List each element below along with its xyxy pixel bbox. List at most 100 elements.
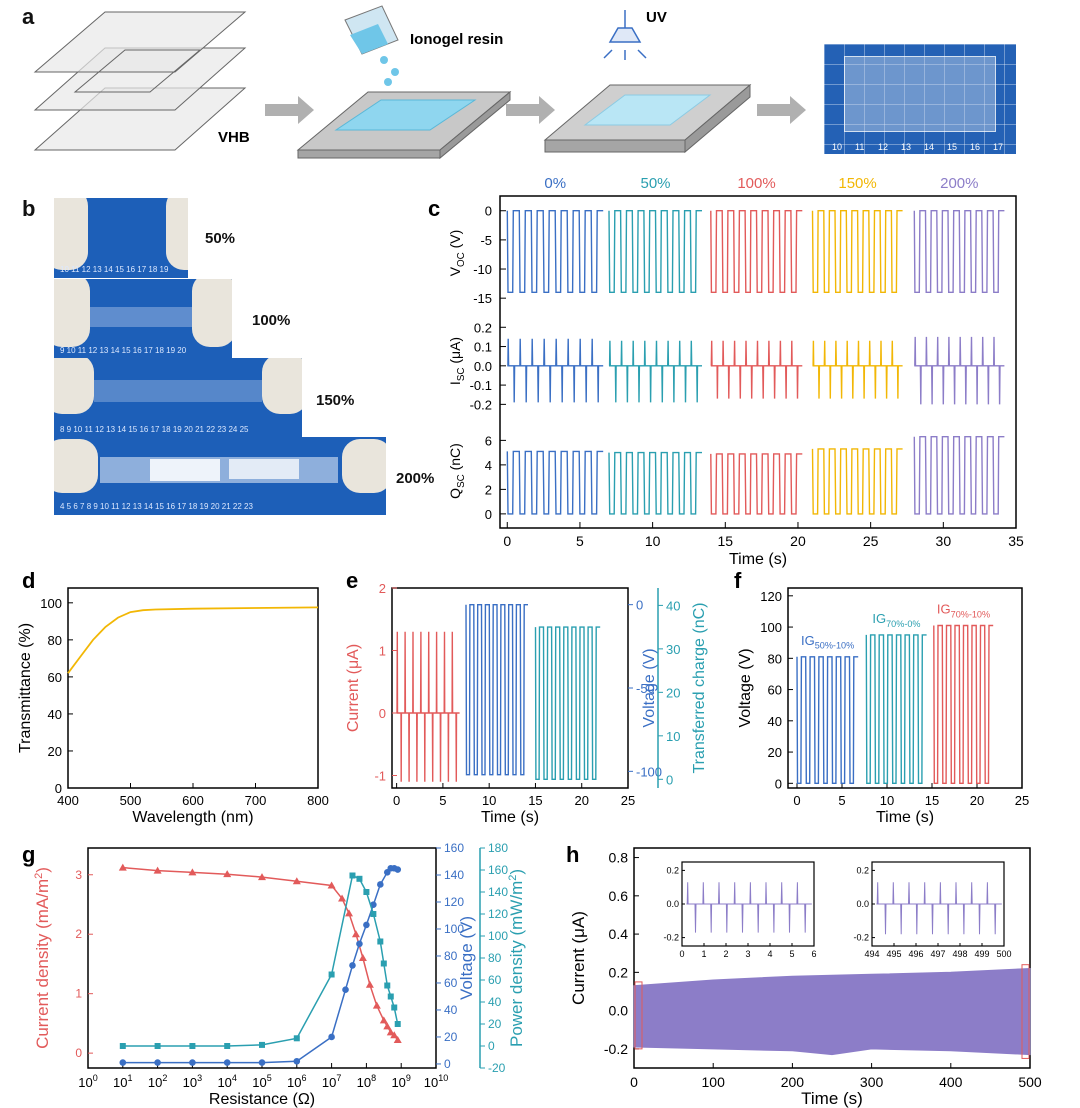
y-tick-label: 1: [379, 644, 386, 659]
panel-c-letter: c: [428, 196, 440, 221]
panel-f-chart: f 0 20 40 60 80 100 120 0 5 10 15 20 25 Time (s) Voltag…: [734, 568, 1029, 826]
y-tick-label: 100: [444, 922, 464, 936]
uv-label: UV: [646, 9, 667, 26]
x-tick-label: 15: [925, 793, 939, 808]
series-line: [710, 340, 803, 399]
data-point: [154, 1043, 161, 1049]
strain-label-150: 150%: [316, 392, 355, 409]
y-tick-label: 180: [488, 841, 508, 855]
y-tick-label: 100: [760, 620, 782, 635]
x-tick-label: 3: [745, 949, 750, 959]
y-tick-label: 20: [666, 685, 680, 700]
x-tick-label: 400: [57, 793, 79, 808]
series-line: [933, 624, 994, 784]
panel-b-letter: b: [22, 196, 36, 221]
panel-c-chart: c 0% 50% 100% 150% 200% 0 -5 -10 -15 VOC (V) 0.2 0.1…: [428, 175, 1024, 568]
x-tick-label: 700: [245, 793, 267, 808]
data-point: [224, 1043, 231, 1049]
y-tick-label: 0.8: [609, 850, 629, 866]
y-tick-label: 0.2: [609, 964, 629, 980]
y-tick-label: 0.6: [609, 888, 629, 904]
vhb-layers: [33, 11, 247, 151]
series-line: [811, 210, 903, 293]
x-tick-label: 10: [482, 793, 496, 808]
series-line: [534, 626, 601, 780]
x-tick-label: 102: [148, 1073, 167, 1090]
y-tick-label: 0.4: [609, 926, 629, 942]
x-tick-label: 0: [503, 533, 511, 549]
data-point: [363, 889, 370, 895]
y-tick-label: 120: [488, 907, 508, 921]
x-tick-label: 109: [391, 1073, 410, 1090]
x-tick-label: 100: [702, 1074, 726, 1090]
strain-header-label: 200%: [940, 175, 978, 192]
series-line: [608, 451, 702, 515]
x-tick-label: 1: [701, 949, 706, 959]
series-line: [913, 436, 1005, 515]
ruler-tick: 17: [993, 142, 1004, 152]
series-legend-label: IG50%-10%: [801, 633, 854, 651]
series-line: [506, 450, 604, 515]
ruler-tick: 16: [970, 142, 981, 152]
y-tick-label: 140: [444, 868, 464, 882]
x-tick-label: 500: [1018, 1074, 1042, 1090]
data-point: [259, 1041, 265, 1048]
data-point: [387, 993, 394, 1000]
panel-g-frame: [87, 847, 437, 1069]
panel-d-chart: d 0 20 40 60 80 100 400 500 600 700 800 Wavelength (…: [17, 568, 329, 826]
photo-ruler: 10 11 12 13 14 15 16 17: [832, 142, 1016, 152]
data-point: [327, 881, 336, 889]
inset-chart: 0.2 0.0 -0.20 1 2 3 4 5 6: [663, 861, 817, 959]
data-point: [188, 868, 197, 876]
y-axis-label: ISC (μA): [447, 337, 467, 385]
start-highlight-box: [634, 981, 643, 1050]
y-tick-label: -50: [636, 681, 655, 696]
y-tick-label: 20: [488, 1017, 502, 1031]
y-tick-label: 120: [760, 589, 782, 604]
data-point: [189, 1043, 196, 1049]
panel-h-frame: [633, 847, 1031, 1069]
y-tick-label: 60: [488, 973, 502, 987]
x-tick-label: 600: [182, 793, 204, 808]
x-tick-label: 15: [528, 793, 542, 808]
y-tick-label: 40: [488, 995, 502, 1009]
x-tick-label: 107: [322, 1073, 341, 1090]
data-point: [365, 980, 374, 988]
series-line: [913, 210, 1005, 293]
data-point: [390, 1031, 399, 1039]
strain-label-50: 50%: [205, 230, 236, 247]
data-point: [345, 909, 353, 917]
data-point: [293, 1035, 300, 1042]
strain-header-label: 150%: [838, 175, 876, 192]
y-tick-label: 2: [75, 927, 82, 941]
series-line: [710, 210, 803, 293]
x-tick-label: 108: [357, 1073, 376, 1090]
data-point: [393, 1036, 402, 1044]
series-line: [710, 453, 803, 515]
series-line: [122, 867, 398, 1064]
data-point: [292, 877, 301, 885]
y-tick-label: 10: [666, 729, 680, 744]
series-line: [506, 210, 604, 293]
uv-lamp-icon: [603, 10, 647, 60]
x-tick-label: 25: [863, 533, 879, 549]
y-tick-label: 80: [48, 633, 62, 648]
data-point: [351, 930, 360, 938]
x-tick-label: 5: [789, 949, 794, 959]
data-point: [349, 872, 356, 879]
x-axis-label: Resistance (Ω): [209, 1091, 315, 1108]
y-tick-label: 2: [379, 581, 386, 596]
ruler-tick: 15: [947, 142, 958, 152]
x-tick-label: 5: [439, 793, 446, 808]
y-tick-label: 3: [75, 868, 82, 882]
y-axis-label: Voltage (V): [457, 916, 476, 1000]
data-point: [363, 921, 370, 929]
y-tick-label: -100: [636, 764, 662, 779]
strain-header-label: 50%: [641, 175, 671, 192]
x-tick-label: 0: [393, 793, 400, 808]
panel-d-letter: d: [22, 568, 35, 593]
y-tick-label: -15: [473, 291, 492, 306]
data-point: [356, 875, 363, 882]
y-tick-label: 2: [485, 482, 492, 497]
data-point: [119, 1043, 126, 1049]
